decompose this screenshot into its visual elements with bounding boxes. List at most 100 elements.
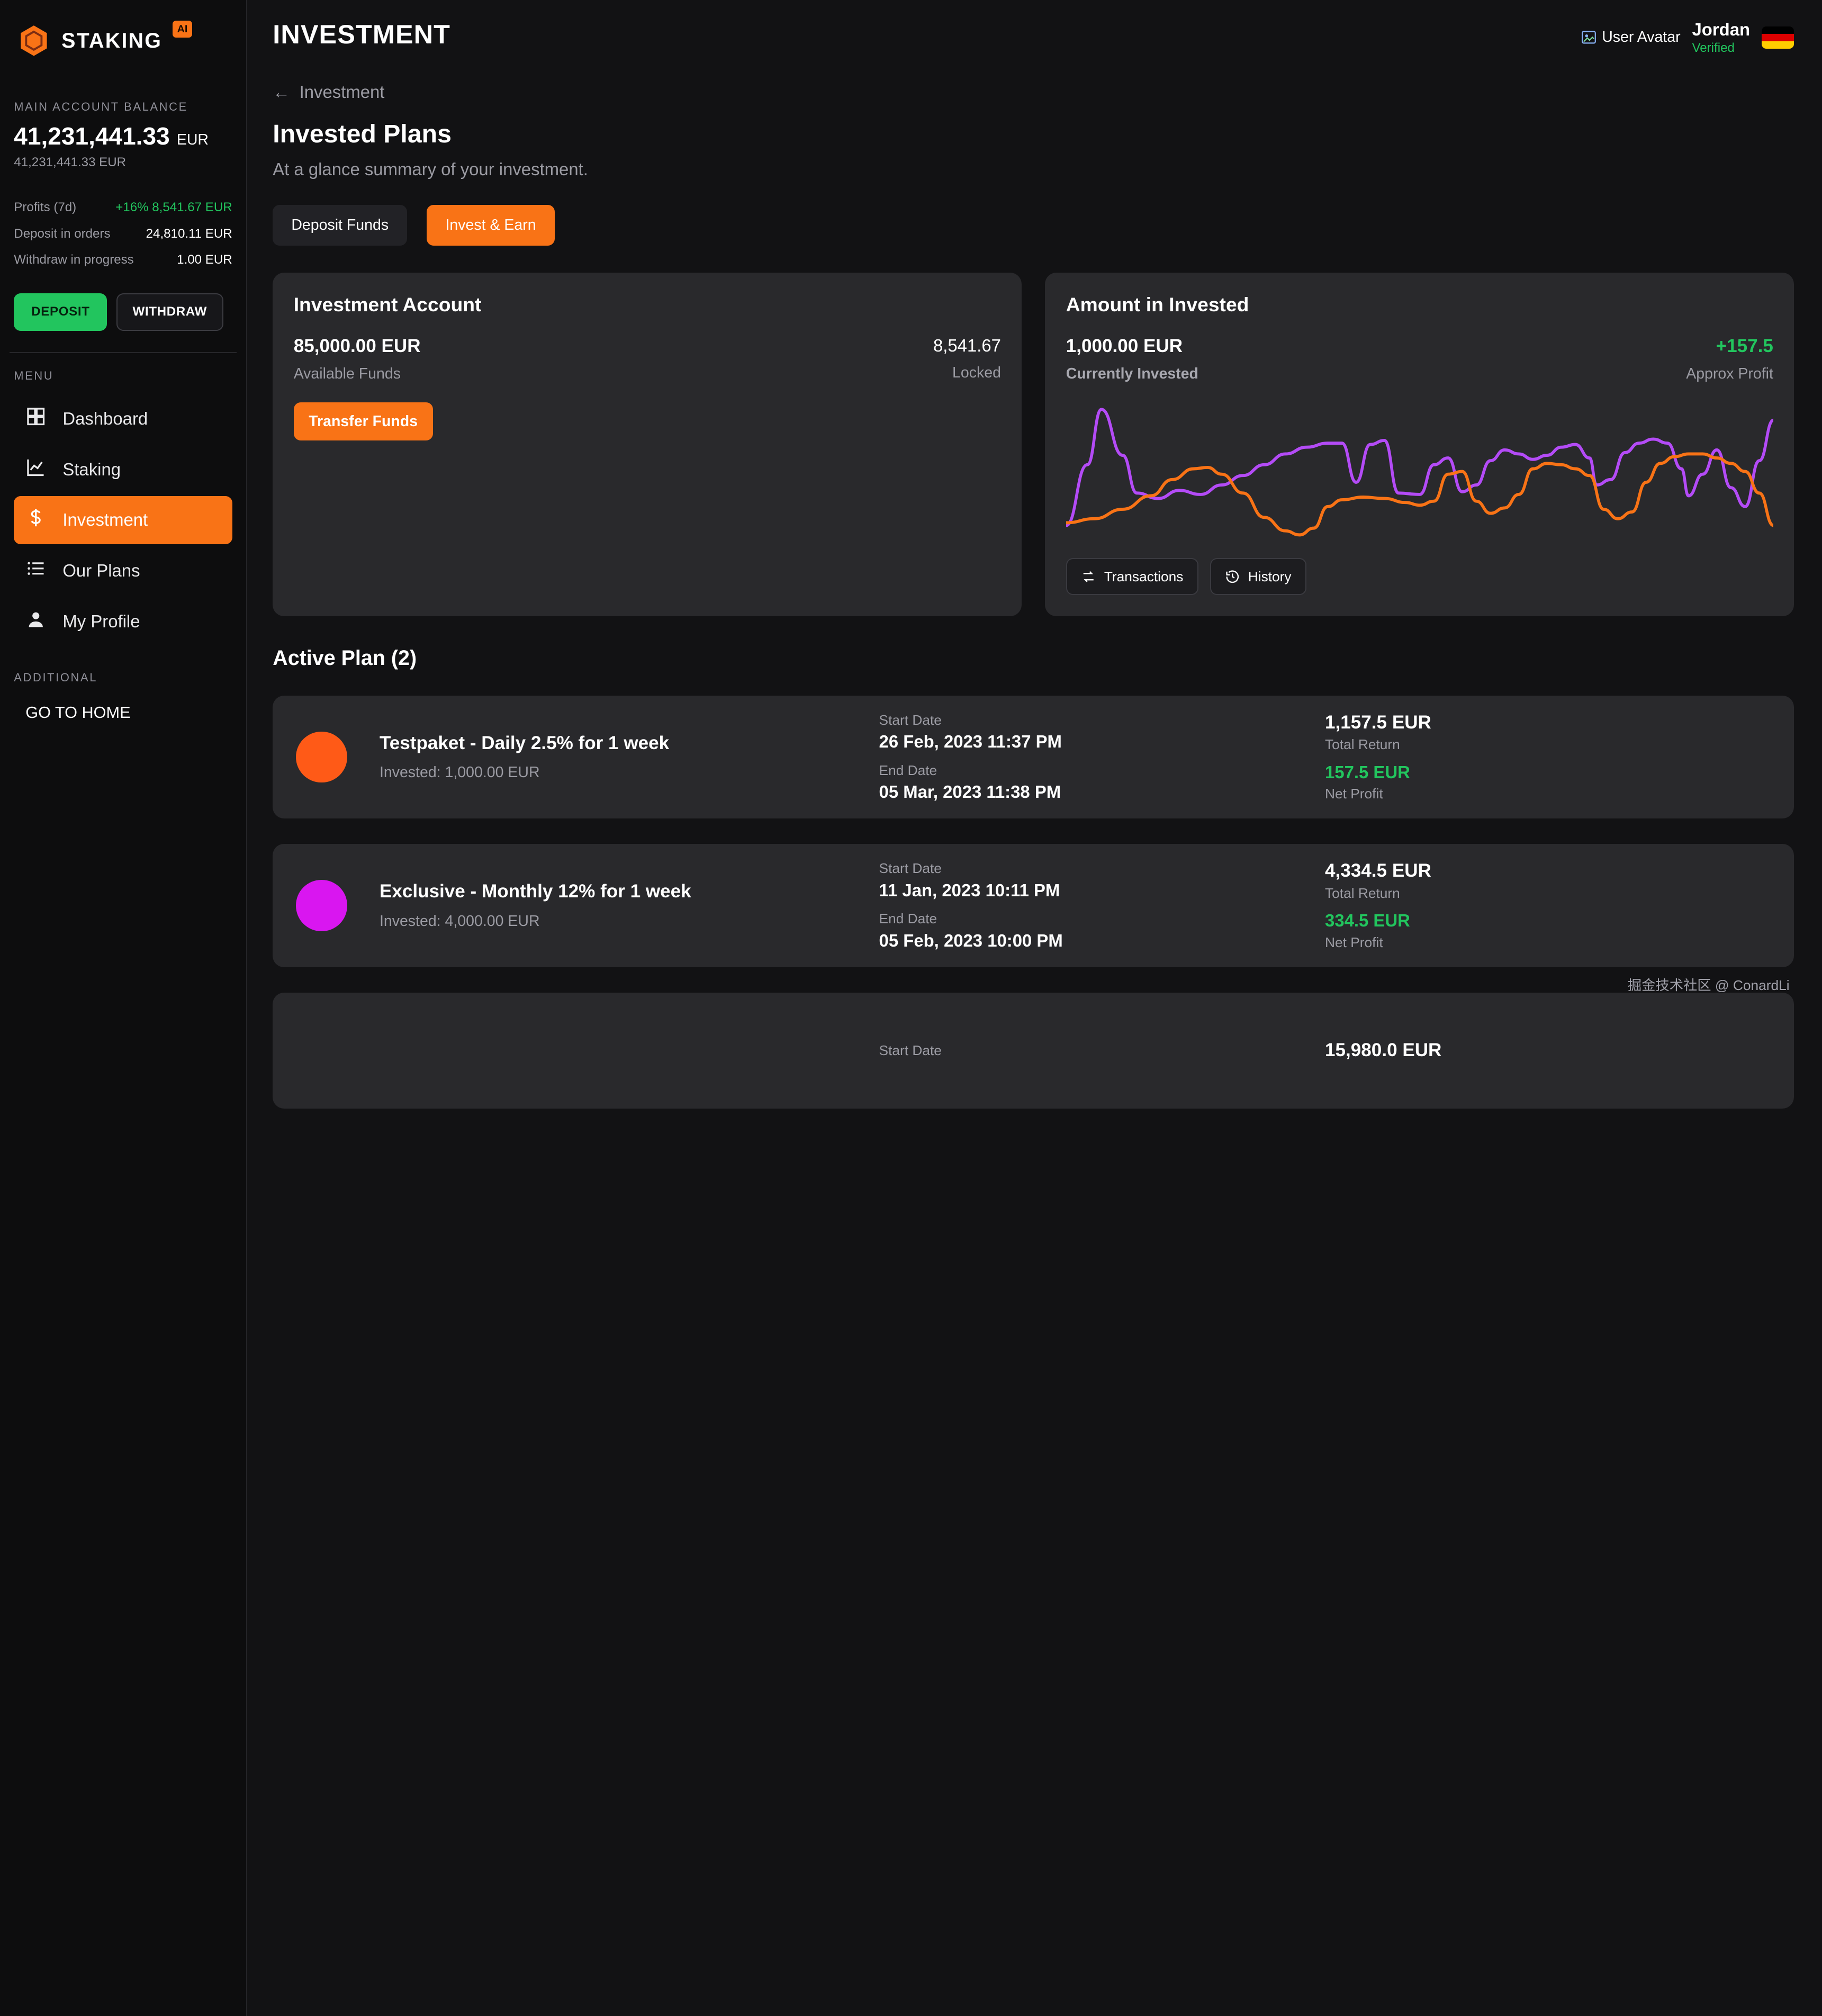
transfer-funds-button[interactable]: Transfer Funds xyxy=(294,402,433,440)
history-button[interactable]: History xyxy=(1210,558,1306,595)
additional-section-label: ADDITIONAL xyxy=(14,671,232,685)
start-date-label: Start Date xyxy=(879,1042,1325,1059)
approx-profit: +157.5 Approx Profit xyxy=(1686,336,1773,382)
dollar-icon xyxy=(25,507,46,532)
chart-line-icon xyxy=(25,457,46,482)
investment-account-card: Investment Account 85,000.00 EUR Availab… xyxy=(273,273,1022,616)
broken-image-icon xyxy=(1580,29,1598,46)
page-actions: Deposit Funds Invest & Earn xyxy=(273,205,1794,246)
end-date-value: 05 Mar, 2023 11:38 PM xyxy=(879,782,1325,802)
transactions-icon xyxy=(1081,569,1096,584)
breadcrumb[interactable]: ← Investment xyxy=(273,82,384,102)
card-title: Amount in Invested xyxy=(1066,293,1773,316)
plan-row-exclusive[interactable]: Exclusive - Monthly 12% for 1 week Inves… xyxy=(273,844,1794,967)
stat-label: Withdraw in progress xyxy=(14,253,133,267)
net-profit-value: 334.5 EUR xyxy=(1325,911,1771,931)
user-cluster[interactable]: User Avatar Jordan Verified xyxy=(1580,19,1794,56)
main-area: INVESTMENT User Avatar Jordan Verified xyxy=(247,0,1822,2016)
plan-row-testpaket[interactable]: Testpaket - Daily 2.5% for 1 week Invest… xyxy=(273,696,1794,818)
locked-value: 8,541.67 xyxy=(933,336,1001,356)
currently-invested: 1,000.00 EUR Currently Invested xyxy=(1066,336,1198,382)
app-title: STAKING xyxy=(61,29,162,53)
plan-row-partial[interactable]: Start Date 15,980.0 EUR xyxy=(273,993,1794,1109)
page-content: ← Investment Invested Plans At a glance … xyxy=(247,56,1822,2016)
sidebar-item-label: Dashboard xyxy=(62,409,148,429)
page-header-title: INVESTMENT xyxy=(273,19,450,50)
total-return-label: Total Return xyxy=(1325,885,1771,902)
plan-dates: Start Date xyxy=(879,1042,1325,1059)
invested-value: 1,000.00 EUR xyxy=(1066,336,1198,357)
flag-stripe-red xyxy=(1762,34,1794,41)
flag-stripe-black xyxy=(1762,26,1794,34)
available-label: Available Funds xyxy=(294,365,421,383)
stat-label: Profits (7d) xyxy=(14,200,76,215)
sidebar-item-label: Staking xyxy=(62,460,121,480)
app-logo[interactable]: STAKING AI xyxy=(14,16,232,84)
plan-main: Exclusive - Monthly 12% for 1 week Inves… xyxy=(380,881,879,930)
list-icon xyxy=(25,558,46,583)
stat-deposit-orders: Deposit in orders 24,810.11 EUR xyxy=(14,227,232,241)
deposit-button[interactable]: DEPOSIT xyxy=(14,293,107,331)
history-icon xyxy=(1225,569,1240,584)
stat-value: 24,810.11 EUR xyxy=(146,227,232,241)
stat-value: +16% 8,541.67 EUR xyxy=(115,200,232,215)
grid-icon xyxy=(25,406,46,431)
user-icon xyxy=(25,609,46,634)
profit-value: +157.5 xyxy=(1686,336,1773,357)
start-date-label: Start Date xyxy=(879,860,1325,877)
invested-chart xyxy=(1066,397,1773,546)
deposit-funds-button[interactable]: Deposit Funds xyxy=(273,205,407,246)
plan-name: Testpaket - Daily 2.5% for 1 week xyxy=(380,733,879,754)
sidebar-item-investment[interactable]: Investment xyxy=(14,496,232,544)
net-profit-label: Net Profit xyxy=(1325,786,1771,802)
plan-invested: Invested: 1,000.00 EUR xyxy=(380,764,879,781)
avatar-alt-text: User Avatar xyxy=(1602,29,1680,46)
invested-balances: 1,000.00 EUR Currently Invested +157.5 A… xyxy=(1066,336,1773,382)
page-title: Invested Plans xyxy=(273,119,1794,149)
plan-name: Exclusive - Monthly 12% for 1 week xyxy=(380,881,879,902)
sidebar-item-my-profile[interactable]: My Profile xyxy=(14,597,232,645)
available-value: 85,000.00 EUR xyxy=(294,336,421,357)
watermark: 掘金技术社区 @ ConardLi xyxy=(1628,974,1790,994)
plan-invested: Invested: 4,000.00 EUR xyxy=(380,913,879,930)
stat-value: 1.00 EUR xyxy=(177,253,232,267)
stat-profits: Profits (7d) +16% 8,541.67 EUR xyxy=(14,200,232,215)
back-arrow-icon: ← xyxy=(273,82,290,102)
go-to-home-link[interactable]: GO TO HOME xyxy=(14,699,232,727)
amount-invested-card: Amount in Invested 1,000.00 EUR Currentl… xyxy=(1045,273,1794,616)
stat-withdraw-progress: Withdraw in progress 1.00 EUR xyxy=(14,253,232,267)
germany-flag-icon[interactable] xyxy=(1762,26,1794,49)
balance-secondary: 41,231,441.33 EUR xyxy=(14,155,232,170)
summary-cards: Investment Account 85,000.00 EUR Availab… xyxy=(273,273,1794,616)
balance-value: 41,231,441.33 xyxy=(14,122,169,150)
username: Jordan xyxy=(1692,19,1750,40)
account-balances: 85,000.00 EUR Available Funds 8,541.67 L… xyxy=(294,336,1001,382)
invest-earn-button[interactable]: Invest & Earn xyxy=(427,205,554,246)
sidebar-menu: Dashboard Staking Investment Our Plans M… xyxy=(14,394,232,647)
balance-label: MAIN ACCOUNT BALANCE xyxy=(14,100,232,114)
net-profit-value: 157.5 EUR xyxy=(1325,762,1771,782)
end-date-label: End Date xyxy=(879,911,1325,927)
withdraw-button[interactable]: WITHDRAW xyxy=(116,293,223,331)
total-return-value: 4,334.5 EUR xyxy=(1325,860,1771,881)
sidebar-item-our-plans[interactable]: Our Plans xyxy=(14,546,232,595)
top-bar: INVESTMENT User Avatar Jordan Verified xyxy=(247,0,1822,56)
plan-dates: Start Date 11 Jan, 2023 10:11 PM End Dat… xyxy=(879,860,1325,951)
plan-icon xyxy=(296,732,347,782)
end-date-value: 05 Feb, 2023 10:00 PM xyxy=(879,931,1325,951)
plan-dates: Start Date 26 Feb, 2023 11:37 PM End Dat… xyxy=(879,712,1325,803)
sidebar-item-label: Investment xyxy=(62,510,148,530)
locked-funds: 8,541.67 Locked xyxy=(933,336,1001,381)
transactions-button[interactable]: Transactions xyxy=(1066,558,1198,595)
sidebar-item-dashboard[interactable]: Dashboard xyxy=(14,394,232,443)
sidebar-item-label: My Profile xyxy=(62,611,140,632)
invested-label: Currently Invested xyxy=(1066,365,1198,383)
balance-actions: DEPOSIT WITHDRAW xyxy=(14,293,232,331)
ai-badge: AI xyxy=(173,21,192,38)
profit-label: Approx Profit xyxy=(1686,365,1773,383)
active-plans-title: Active Plan (2) xyxy=(273,646,1794,670)
plan-icon xyxy=(296,880,347,931)
line-chart xyxy=(1066,397,1773,546)
sidebar-item-staking[interactable]: Staking xyxy=(14,445,232,493)
